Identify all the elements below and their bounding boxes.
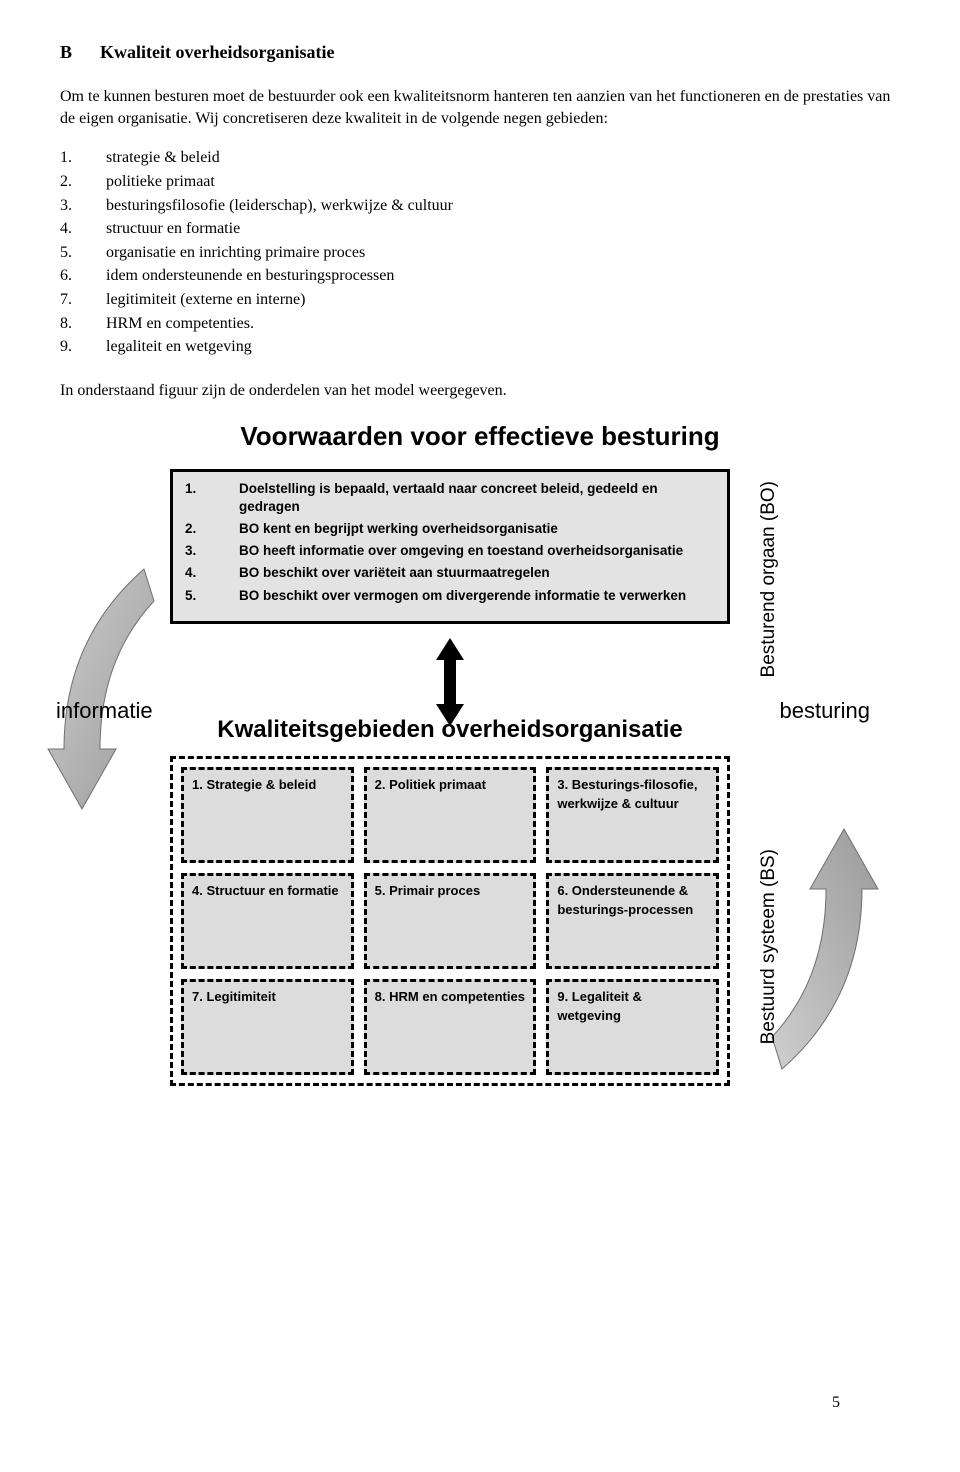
grid-cell: 9. Legaliteit & wetgeving xyxy=(546,979,719,1075)
figure-intro-paragraph: In onderstaand figuur zijn de onderdelen… xyxy=(60,380,900,402)
section-header: BKwaliteit overheidsorganisatie xyxy=(60,40,900,64)
list-item: 5.organisatie en inrichting primaire pro… xyxy=(60,242,900,264)
list-item: 6.idem ondersteunende en besturingsproce… xyxy=(60,265,900,287)
grid-cell: 1. Strategie & beleid xyxy=(181,767,354,863)
curved-arrow-down-icon xyxy=(44,559,164,899)
section-letter: B xyxy=(60,40,100,64)
list-item: 9.legaliteit en wetgeving xyxy=(60,336,900,358)
diagram: Besturend orgaan (BO) Bestuurd systeem (… xyxy=(60,469,900,1087)
vertical-label-bo: Besturend orgaan (BO) xyxy=(756,481,782,677)
page-number: 5 xyxy=(832,1392,840,1414)
diagram-title: Voorwaarden voor effectieve besturing xyxy=(60,419,900,454)
double-arrow-vertical-icon xyxy=(430,638,470,726)
list-item: 4.structuur en formatie xyxy=(60,218,900,240)
voorwaarden-box: 1.Doelstelling is bepaald, vertaald naar… xyxy=(170,469,730,624)
grid-cell: 3. Besturings-filosofie, werkwijze & cul… xyxy=(546,767,719,863)
vertical-label-bs: Bestuurd systeem (BS) xyxy=(756,849,782,1044)
kwaliteits-grid: 1. Strategie & beleid 2. Politiek primaa… xyxy=(170,756,730,1086)
label-besturing: besturing xyxy=(779,696,870,726)
kwaliteits-title: Kwaliteitsgebieden overheidsorganisatie xyxy=(170,714,730,746)
grid-cell: 2. Politiek primaat xyxy=(364,767,537,863)
grid-cell: 7. Legitimiteit xyxy=(181,979,354,1075)
nine-areas-list: 1.strategie & beleid 2.politieke primaat… xyxy=(60,147,900,357)
label-informatie: informatie xyxy=(56,696,153,726)
list-item: 3.besturingsfilosofie (leiderschap), wer… xyxy=(60,195,900,217)
intro-paragraph: Om te kunnen besturen moet de bestuurder… xyxy=(60,86,900,129)
grid-cell: 6. Ondersteunende & besturings-processen xyxy=(546,873,719,969)
list-item: 7.legitimiteit (externe en interne) xyxy=(60,289,900,311)
list-item: 2.politieke primaat xyxy=(60,171,900,193)
section-title: Kwaliteit overheidsorganisatie xyxy=(100,42,334,62)
grid-cell: 8. HRM en competenties xyxy=(364,979,537,1075)
list-item: 8.HRM en competenties. xyxy=(60,313,900,335)
list-item: 1.strategie & beleid xyxy=(60,147,900,169)
grid-cell: 4. Structuur en formatie xyxy=(181,873,354,969)
grid-cell: 5. Primair proces xyxy=(364,873,537,969)
